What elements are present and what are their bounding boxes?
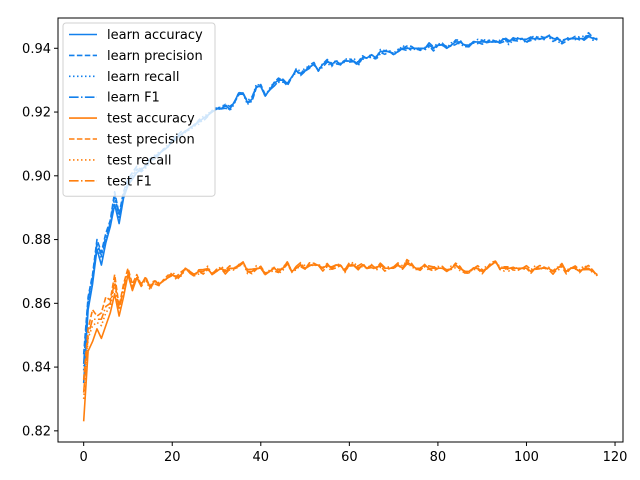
series-test-accuracy [82,261,598,422]
y-tick-label: 0.94 [22,42,51,57]
y-tick-label: 0.90 [22,169,51,184]
x-tick-label: 80 [430,450,447,465]
legend-label: learn F1 [107,91,160,106]
legend: learn accuracy learn precision learn recal… [62,22,216,197]
legend-label: learn accuracy [107,28,203,43]
x-tick-label: 40 [253,450,270,465]
x-axis: 0 20 40 60 80 100 120 [80,442,628,465]
legend-label: learn recall [107,70,179,85]
legend-label: learn precision [107,49,203,64]
legend-label: test accuracy [107,112,195,127]
y-tick-label: 0.92 [22,106,51,121]
y-tick-label: 0.88 [22,233,51,248]
legend-box [62,22,216,197]
y-tick-label: 0.86 [22,297,51,312]
x-tick-label: 120 [603,450,628,465]
plot-frame [57,17,624,443]
legend-label: test precision [107,133,195,148]
series-test-f1 [82,259,598,393]
x-tick-label: 60 [341,450,358,465]
x-tick-label: 0 [80,450,88,465]
series-test-precision [82,258,598,380]
y-tick-label: 0.84 [22,361,51,376]
y-tick-label: 0.82 [22,424,51,439]
legend-label: test recall [107,153,172,168]
series-learn-recall [82,33,598,371]
legend-label: test F1 [107,174,152,189]
x-tick-label: 100 [514,450,539,465]
x-tick-label: 20 [164,450,181,465]
y-axis: 0.82 0.84 0.86 0.88 0.90 0.92 0.94 [22,42,58,439]
